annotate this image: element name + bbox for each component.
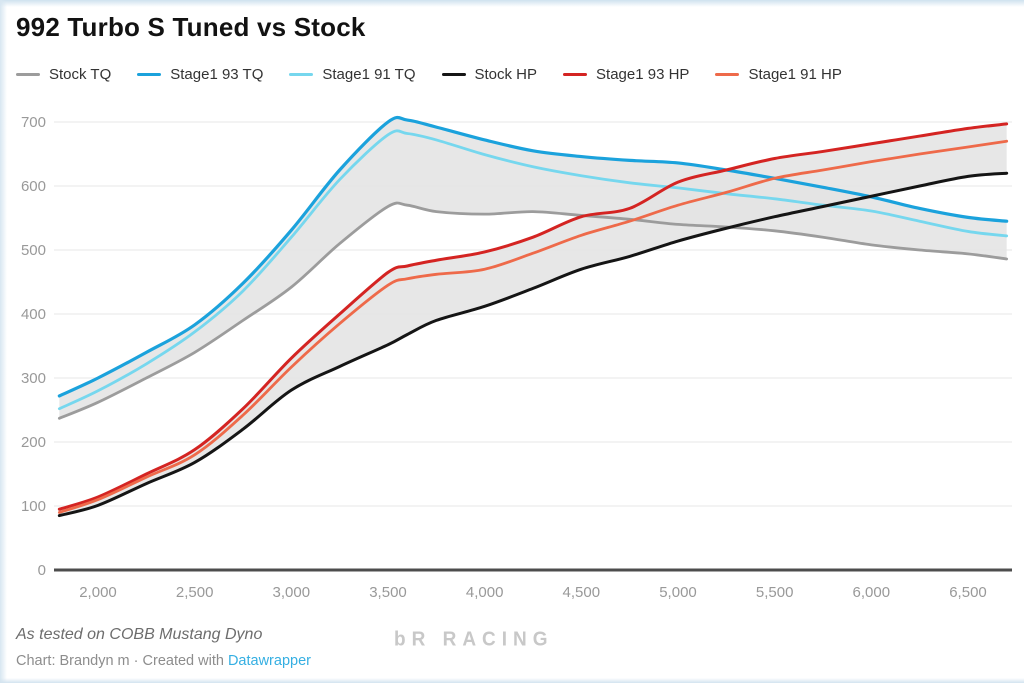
- x-tick-label-3500: 3,500: [369, 584, 407, 601]
- legend-label: Stage1 91 TQ: [322, 66, 416, 83]
- chart-legend: Stock TQ Stage1 93 TQ Stage1 91 TQ Stock HP…: [16, 66, 842, 83]
- legend-label: Stock TQ: [49, 66, 112, 83]
- x-tick-label-5000: 5,000: [659, 584, 697, 601]
- legend-label: Stock HP: [474, 66, 538, 83]
- byline-text: Chart: Brandyn m · Created with: [16, 653, 228, 669]
- x-tick-label-4500: 4,500: [563, 584, 601, 601]
- legend-item-stock-tq: Stock TQ: [16, 66, 111, 83]
- x-tick-label-2500: 2,500: [176, 584, 214, 601]
- series-line-stock-tq: [57, 201, 1009, 420]
- series-line-stage1-93-tq: [57, 115, 1009, 398]
- legend-swatch-stage1-91-hp: [715, 73, 740, 76]
- legend-swatch-stock-hp: [441, 73, 466, 76]
- series-line-stock-hp: [57, 171, 1009, 518]
- y-tick-label-300: 300: [21, 370, 46, 387]
- legend-swatch-stage1-93-tq: [137, 73, 162, 76]
- legend-swatch-stage1-91-tq: [289, 73, 314, 76]
- y-tick-label-500: 500: [21, 242, 46, 259]
- y-tick-label-400: 400: [21, 306, 46, 323]
- datawrapper-link[interactable]: Datawrapper: [227, 653, 311, 669]
- x-tick-label-6500: 6,500: [949, 584, 987, 601]
- x-tick-label-5500: 5,500: [756, 584, 794, 601]
- series-line-stage1-91-hp: [57, 139, 1009, 514]
- legend-swatch-stock-tq: [16, 73, 40, 76]
- legend-item-stage1-93-tq: Stage1 93 TQ: [137, 66, 263, 83]
- legend-item-stage1-93-hp: Stage1 93 HP: [563, 66, 689, 83]
- legend-label: Stage1 93 HP: [596, 66, 690, 83]
- y-tick-label-700: 700: [21, 114, 46, 131]
- legend-item-stage1-91-tq: Stage1 91 TQ: [289, 66, 416, 83]
- x-tick-label-4000: 4,000: [466, 584, 504, 601]
- watermark-logo: bR RACING: [394, 628, 554, 651]
- series-line-stage1-91-tq: [57, 129, 1009, 411]
- y-tick-label-100: 100: [21, 498, 46, 515]
- legend-label: Stage1 91 HP: [748, 66, 842, 83]
- chart-title: 992 Turbo S Tuned vs Stock: [16, 12, 366, 42]
- footer-note: As tested on COBB Mustang Dyno: [16, 626, 263, 643]
- legend-label: Stage1 93 TQ: [170, 66, 264, 83]
- y-tick-label-600: 600: [21, 178, 46, 195]
- y-tick-label-200: 200: [21, 434, 46, 451]
- x-tick-label-6000: 6,000: [853, 584, 891, 601]
- footer-byline: Chart: Brandyn m · Created with Datawrap…: [16, 653, 311, 669]
- legend-swatch-stage1-93-hp: [563, 73, 588, 76]
- y-tick-label-0: 0: [38, 562, 46, 579]
- legend-item-stage1-91-hp: Stage1 91 HP: [715, 66, 842, 83]
- legend-item-stock-hp: Stock HP: [441, 66, 538, 83]
- x-tick-label-3000: 3,000: [273, 584, 311, 601]
- series-line-stage1-93-hp: [57, 122, 1009, 511]
- x-tick-label-2000: 2,000: [79, 584, 117, 601]
- band-stage1-93-hp-vs-stock-hp: [59, 123, 1007, 516]
